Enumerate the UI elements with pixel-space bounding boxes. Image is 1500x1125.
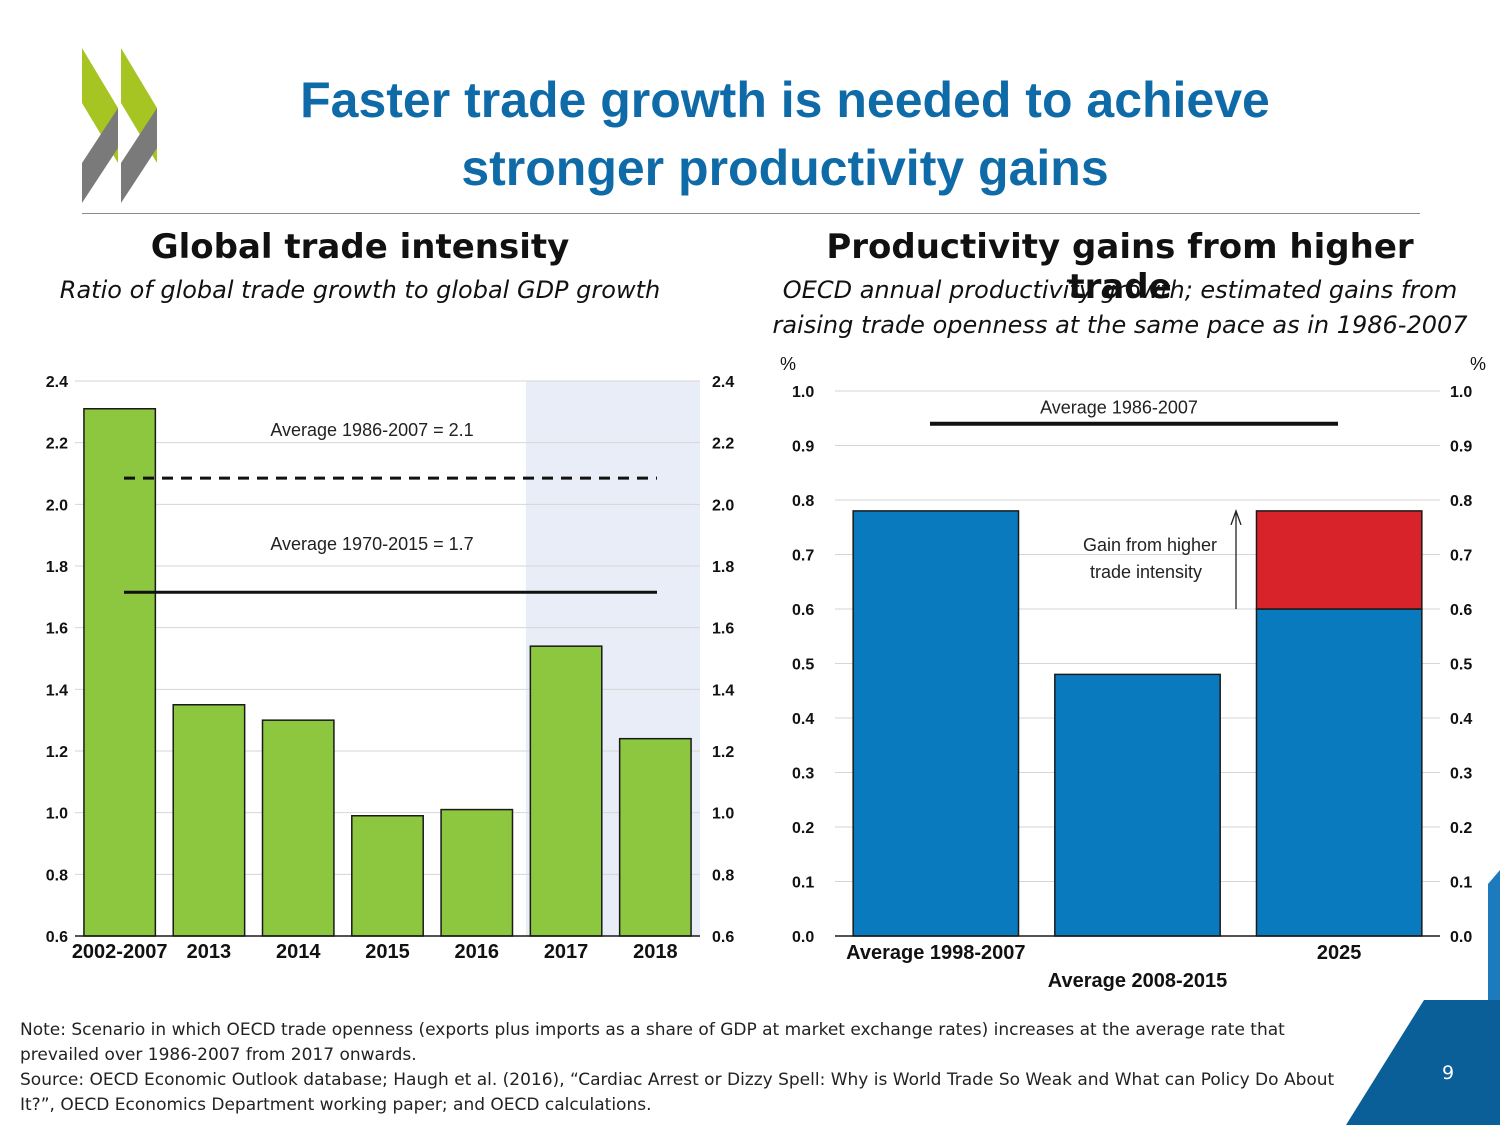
x-tick-label: Average 2008-2015 bbox=[1048, 970, 1227, 992]
y-unit-left: % bbox=[780, 354, 796, 374]
bar-gain-2025 bbox=[1255, 510, 1423, 610]
footer-notes: Note: Scenario in which OECD trade openn… bbox=[20, 1018, 1365, 1118]
y-tick-label-right: 2.4 bbox=[712, 374, 734, 391]
y-tick-label-right: 0.9 bbox=[1450, 439, 1472, 456]
y-tick-label-left: 0.4 bbox=[792, 711, 814, 728]
x-tick-label: 2014 bbox=[276, 941, 321, 963]
y-tick-label-right: 0.2 bbox=[1450, 820, 1472, 837]
y-tick-label-right: 1.6 bbox=[712, 621, 734, 638]
right-chart-title: Productivity gains from higher trade bbox=[826, 227, 1414, 307]
y-tick-label-right: 1.2 bbox=[712, 744, 734, 761]
bar-2015 bbox=[351, 815, 424, 937]
y-tick-label-left: 0.0 bbox=[792, 929, 814, 946]
page-number: 9 bbox=[1442, 1062, 1455, 1084]
corner-accent-shape bbox=[1488, 870, 1500, 1000]
reference-label: Average 1986-2007 bbox=[1040, 398, 1198, 418]
y-tick-label-right: 2.0 bbox=[712, 497, 734, 514]
gain-annotation-line2: trade intensity bbox=[1090, 562, 1202, 582]
y-tick-label-left: 1.0 bbox=[792, 384, 814, 401]
y-tick-label-left: 1.8 bbox=[46, 559, 68, 576]
y-tick-label-right: 1.0 bbox=[1450, 384, 1472, 401]
bar-2014 bbox=[261, 719, 335, 937]
y-tick-label-right: 0.6 bbox=[712, 929, 734, 946]
bar-2002-2007 bbox=[83, 408, 157, 937]
y-tick-label-right: 0.6 bbox=[1450, 602, 1472, 619]
y-tick-label-right: 1.4 bbox=[712, 682, 734, 699]
bar-2017 bbox=[529, 645, 603, 937]
y-tick-label-left: 0.9 bbox=[792, 439, 814, 456]
x-tick-label: Average 1998-2007 bbox=[846, 942, 1025, 964]
reference-label-2: Average 1970-2015 = 1.7 bbox=[270, 534, 473, 554]
bar-2013 bbox=[172, 704, 246, 937]
y-tick-label-left: 1.2 bbox=[46, 744, 68, 761]
y-tick-label-right: 0.1 bbox=[1450, 875, 1472, 892]
slide-title: Faster trade growth is needed to achieve… bbox=[170, 66, 1400, 202]
y-tick-label-right: 1.0 bbox=[712, 806, 734, 823]
trade-intensity-chart: 0.6 0.6 0.8 0.8 1.0 1.0 1.2 1.2 1.4 1.4 1.6 1.6 1.8 1… bbox=[46, 374, 735, 963]
x-tick-label: 2015 bbox=[365, 941, 410, 963]
logo-chevron-grey-1 bbox=[82, 108, 118, 203]
y-tick-label-left: 0.7 bbox=[792, 548, 814, 565]
bar-2016 bbox=[440, 808, 514, 937]
right-chart-subtitle: OECD annual productivity growth; estimat… bbox=[740, 273, 1500, 343]
right-chart-subtitle-line2: raising trade openness at the same pace … bbox=[772, 311, 1468, 339]
bar-2025 bbox=[1255, 608, 1423, 937]
y-tick-label-right: 0.5 bbox=[1450, 657, 1472, 674]
x-tick-label: 2025 bbox=[1317, 942, 1362, 964]
oecd-logo-icon bbox=[82, 48, 157, 203]
y-unit-right: % bbox=[1470, 354, 1486, 374]
x-tick-label: 2018 bbox=[633, 941, 678, 963]
y-tick-label-right: 2.2 bbox=[712, 436, 734, 453]
y-tick-label-left: 2.0 bbox=[46, 497, 68, 514]
corner-blue-shape bbox=[1346, 870, 1500, 1125]
y-tick-label-right: 0.8 bbox=[1450, 493, 1472, 510]
y-tick-label-left: 0.8 bbox=[792, 493, 814, 510]
y-tick-label-left: 1.0 bbox=[46, 806, 68, 823]
y-tick-label-right: 0.8 bbox=[712, 867, 734, 884]
x-tick-label: 2017 bbox=[544, 941, 589, 963]
logo-chevron-grey-2 bbox=[121, 108, 157, 203]
right-chart-subtitle-line1: OECD annual productivity growth; estimat… bbox=[782, 276, 1458, 304]
footer-note: Note: Scenario in which OECD trade openn… bbox=[20, 1020, 1285, 1065]
x-tick-label: 2016 bbox=[455, 941, 500, 963]
bar-Average 1998-2007 bbox=[852, 510, 1020, 937]
y-tick-label-left: 0.6 bbox=[46, 929, 68, 946]
footer-source: Source: OECD Economic Outlook database; … bbox=[20, 1070, 1335, 1115]
gain-arrow-head bbox=[1230, 508, 1242, 526]
slide-title-line1: Faster trade growth is needed to achieve bbox=[300, 72, 1270, 128]
y-tick-label-left: 2.4 bbox=[46, 374, 68, 391]
gain-annotation-line1: Gain from higher bbox=[1083, 535, 1217, 555]
y-tick-label-left: 1.4 bbox=[46, 682, 68, 699]
y-tick-label-right: 0.3 bbox=[1450, 766, 1472, 783]
x-tick-label: 2013 bbox=[187, 941, 232, 963]
y-tick-label-right: 0.4 bbox=[1450, 711, 1472, 728]
x-tick-label: 2002-2007 bbox=[72, 941, 168, 963]
y-tick-label-left: 0.3 bbox=[792, 766, 814, 783]
y-tick-label-left: 2.2 bbox=[46, 436, 68, 453]
y-tick-label-left: 0.8 bbox=[46, 867, 68, 884]
y-tick-label-left: 0.6 bbox=[792, 602, 814, 619]
y-tick-label-left: 1.6 bbox=[46, 621, 68, 638]
title-divider bbox=[82, 213, 1420, 214]
y-tick-label-right: 0.7 bbox=[1450, 548, 1472, 565]
productivity-gains-chart: 0.0 0.0 0.1 0.1 0.2 0.2 0.3 0.3 0.4 0.4 0.5 0.5 0.6 0… bbox=[780, 354, 1486, 992]
reference-label-1: Average 1986-2007 = 2.1 bbox=[270, 420, 473, 440]
y-tick-label-right: 1.8 bbox=[712, 559, 734, 576]
bar-2018 bbox=[618, 737, 692, 937]
slide-title-line2: stronger productivity gains bbox=[461, 140, 1109, 196]
left-chart-subtitle: Ratio of global trade growth to global G… bbox=[59, 276, 661, 304]
left-chart-title: Global trade intensity bbox=[150, 227, 570, 267]
y-tick-label-left: 0.5 bbox=[792, 657, 814, 674]
corner-decoration bbox=[1346, 870, 1500, 1125]
y-tick-label-left: 0.1 bbox=[792, 875, 814, 892]
y-tick-label-right: 0.0 bbox=[1450, 929, 1472, 946]
y-tick-label-left: 0.2 bbox=[792, 820, 814, 837]
bar-Average 2008-2015 bbox=[1054, 673, 1221, 937]
